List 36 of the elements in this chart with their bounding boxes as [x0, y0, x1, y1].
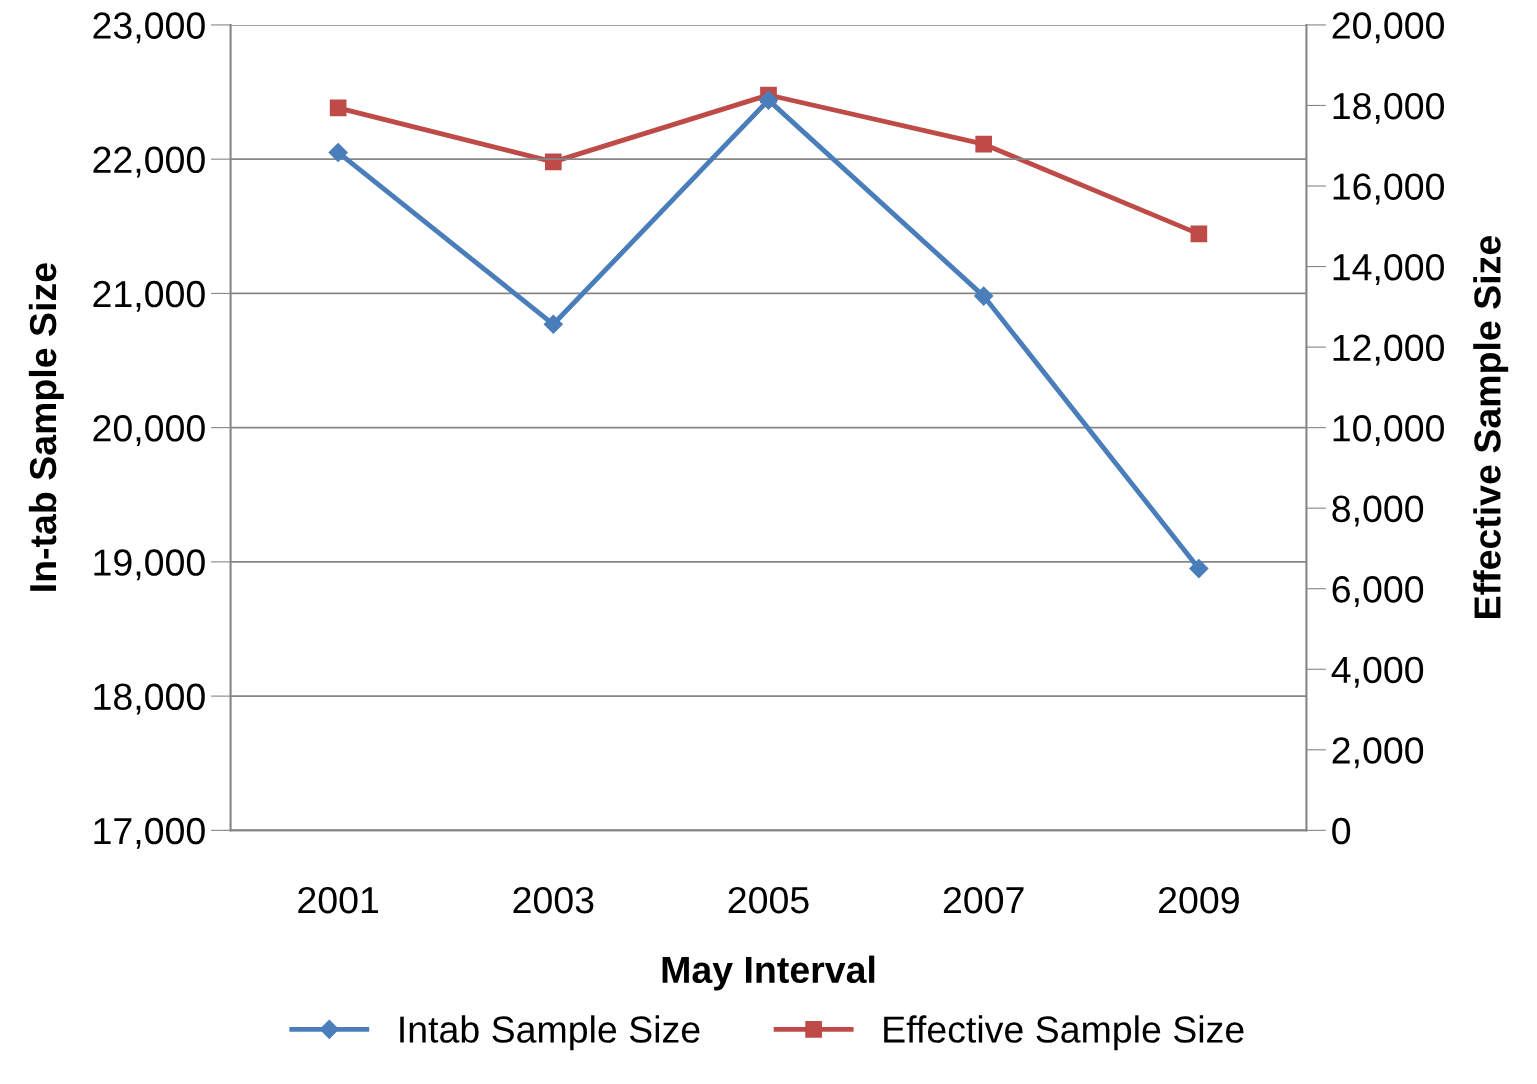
y-tick-label: 20,000 — [93, 415, 205, 447]
y2-tick-label: 10,000 — [1333, 415, 1444, 447]
y2-tick-label: 0 — [1332, 817, 1351, 845]
point — [329, 99, 347, 117]
x-tick-label: 2007 — [943, 886, 1024, 914]
y-tick-label: 17,000 — [94, 817, 205, 849]
y2-tick-label: 16,000 — [1333, 173, 1444, 205]
point — [758, 90, 779, 110]
x-axis-title: May Interval — [662, 955, 875, 991]
point — [974, 286, 994, 306]
y2-axis-title: Effective Sample Size — [1473, 236, 1509, 618]
y2-tick-label: 14,000 — [1333, 253, 1444, 285]
point — [543, 314, 563, 334]
legend-label: Intab Sample Size — [400, 1015, 700, 1051]
y-tick-label: 23,000 — [93, 12, 205, 44]
x-tick-label: 2009 — [1159, 886, 1239, 914]
point — [1190, 225, 1208, 243]
x-tick-label: 2001 — [298, 886, 379, 914]
y2-tick-label: 18,000 — [1333, 92, 1444, 124]
y2-tick-label: 2,000 — [1332, 737, 1424, 769]
legend-label: Effective Sample Size — [884, 1015, 1244, 1051]
y-tick-label: 22,000 — [93, 146, 205, 178]
x-tick-label: 2003 — [513, 886, 594, 914]
point — [975, 135, 993, 153]
y2-tick-label: 4,000 — [1331, 656, 1424, 688]
point — [328, 142, 348, 162]
y-tick-label: 18,000 — [94, 683, 205, 715]
y2-tick-label: 12,000 — [1333, 334, 1444, 366]
y2-tick-label: 6,000 — [1332, 576, 1424, 608]
y-tick-label: 19,000 — [94, 549, 205, 581]
y2-tick-label: 20,000 — [1332, 12, 1444, 44]
y2-tick-label: 8,000 — [1332, 495, 1424, 527]
point — [1189, 559, 1209, 579]
y-axis-title: In-tab Sample Size — [28, 263, 64, 591]
y-tick-label: 21,000 — [93, 280, 205, 312]
x-tick-label: 2005 — [728, 886, 809, 914]
